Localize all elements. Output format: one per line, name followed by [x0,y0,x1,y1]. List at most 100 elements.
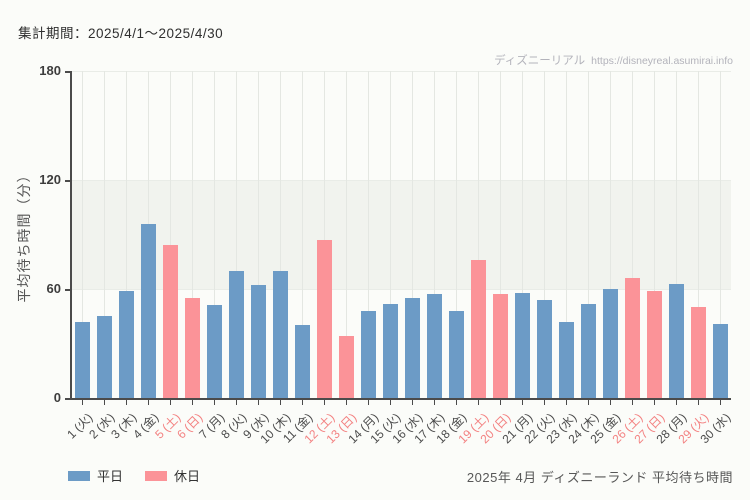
x-tick [301,400,303,405]
y-tick-label-120: 120 [39,172,61,187]
bar-day-5-holiday[interactable] [162,245,178,398]
x-tick [675,400,677,405]
bar-day-11-weekday[interactable] [294,325,310,398]
watermark-url: https://disneyreal.asumirai.info [591,55,733,67]
v-gridline [588,71,589,398]
bar-day-7-weekday[interactable] [206,305,222,398]
x-tick [81,400,83,405]
x-axis-line [71,398,731,400]
bar-day-2-weekday[interactable] [96,316,112,398]
x-tick [455,400,457,405]
x-tick [389,400,391,405]
legend-label-holiday: 休日 [174,469,201,484]
legend-label-weekday: 平日 [97,469,124,484]
bar-day-18-weekday[interactable] [448,310,464,398]
v-gridline [82,71,83,398]
bar-day-15-weekday[interactable] [382,303,398,398]
y-tick [65,71,71,73]
y-tick [65,180,71,182]
x-tick [587,400,589,405]
v-gridline [654,71,655,398]
bar-day-27-holiday[interactable] [646,290,662,398]
bar-day-6-holiday[interactable] [184,298,200,398]
x-tick [345,400,347,405]
y-tick-label-60: 60 [46,281,61,296]
bar-day-14-weekday[interactable] [360,310,376,398]
bar-day-16-weekday[interactable] [404,298,420,398]
holiday-color-swatch [145,470,168,481]
bar-day-17-weekday[interactable] [426,294,442,398]
v-gridline [522,71,523,398]
h-gridline [71,180,731,181]
bar-day-10-weekday[interactable] [272,270,288,398]
y-axis-line [70,71,72,400]
x-tick [125,400,127,405]
x-tick [433,400,435,405]
v-gridline [390,71,391,398]
v-gridline [720,71,721,398]
v-gridline [456,71,457,398]
chart-caption: 2025年 4月 ディズニーランド 平均待ち時間 [466,470,733,485]
v-gridline [258,71,259,398]
bar-day-21-weekday[interactable] [514,292,530,398]
x-tick [697,400,699,405]
v-gridline [346,71,347,398]
bar-day-28-weekday[interactable] [668,283,684,398]
bar-day-25-weekday[interactable] [602,289,618,398]
v-gridline [500,71,501,398]
y-tick-label-180: 180 [39,63,61,78]
weekday-color-swatch [68,470,90,481]
bar-day-12-holiday[interactable] [316,239,332,398]
bar-day-8-weekday[interactable] [228,270,244,398]
v-gridline [280,71,281,398]
x-tick [609,400,611,405]
watermark: ディズニーリアル https://disneyreal.asumirai.info [494,52,733,68]
bar-day-13-holiday[interactable] [338,336,354,398]
y-range-band [71,180,731,289]
v-gridline [566,71,567,398]
v-gridline [610,71,611,398]
bar-day-24-weekday[interactable] [580,303,596,398]
v-gridline [192,71,193,398]
bar-day-19-holiday[interactable] [470,259,486,398]
bar-day-9-weekday[interactable] [250,285,266,398]
v-gridline [676,71,677,398]
v-gridline [544,71,545,398]
bar-day-20-holiday[interactable] [492,294,508,398]
v-gridline [126,71,127,398]
bar-day-23-weekday[interactable] [558,321,574,398]
x-tick [631,400,633,405]
v-gridline [324,71,325,398]
x-tick [367,400,369,405]
bar-day-3-weekday[interactable] [118,290,134,398]
x-tick [147,400,149,405]
report-period-title: 集計期間：2025/4/1～2025/4/30 [18,26,224,41]
v-gridline [632,71,633,398]
x-tick [499,400,501,405]
x-tick [719,400,721,405]
v-gridline [698,71,699,398]
v-gridline [170,71,171,398]
x-tick [521,400,523,405]
x-tick [279,400,281,405]
x-tick [565,400,567,405]
bar-day-29-holiday[interactable] [690,307,706,398]
v-gridline [478,71,479,398]
bar-day-22-weekday[interactable] [536,299,552,398]
bar-day-26-holiday[interactable] [624,278,640,398]
x-tick [411,400,413,405]
v-gridline [214,71,215,398]
x-tick [235,400,237,405]
x-tick [653,400,655,405]
x-tick [169,400,171,405]
y-tick [65,289,71,291]
legend-item-weekday[interactable]: 平日 [68,466,123,485]
legend-item-holiday[interactable]: 休日 [145,466,200,485]
y-tick-label-0: 0 [53,390,61,405]
v-gridline [302,71,303,398]
bar-day-4-weekday[interactable] [140,223,156,398]
bar-day-1-weekday[interactable] [74,321,90,398]
watermark-brand: ディズニーリアル [494,55,586,67]
bar-day-30-weekday[interactable] [712,323,728,398]
